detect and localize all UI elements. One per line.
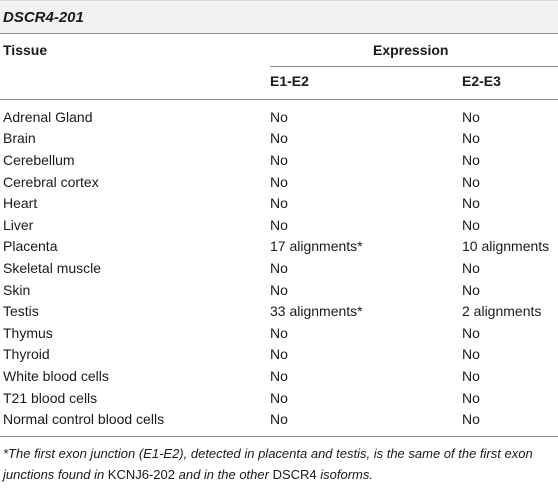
header-expression: Expression <box>373 42 449 58</box>
footnote-part1: *The first exon junction (E1-E2), detect… <box>3 445 533 482</box>
e2-e3-cell: No <box>462 367 480 384</box>
e1-e2-cell: No <box>270 108 288 125</box>
e1-e2-cell: No <box>270 411 288 428</box>
e2-e3-cell: No <box>462 216 480 233</box>
header-tissue: Tissue <box>3 42 48 58</box>
table-row: Liver No No <box>0 214 558 236</box>
e1-e2-cell: No <box>270 346 288 363</box>
e2-e3-cell: No <box>462 151 480 168</box>
e2-e3-cell: No <box>462 281 480 298</box>
table-row: Brain No No <box>0 128 558 150</box>
bottom-divider <box>0 435 558 437</box>
table-row: Skin No No <box>0 279 558 301</box>
tissue-cell: Adrenal Gland <box>3 108 93 125</box>
e1-e2-cell: No <box>270 216 288 233</box>
e2-e3-cell: No <box>462 389 480 406</box>
e2-e3-cell: 2 alignments <box>462 303 542 320</box>
e1-e2-cell: No <box>270 259 288 276</box>
e1-e2-cell: No <box>270 281 288 298</box>
e2-e3-cell: No <box>462 411 480 428</box>
footnote-gene1: KCNJ6-202 <box>107 466 175 482</box>
table-row: Testis 33 alignments* 2 alignments <box>0 300 558 322</box>
e1-e2-cell: No <box>270 389 288 406</box>
tissue-cell: Thyroid <box>3 346 50 363</box>
tissue-cell: Cerebral cortex <box>3 173 99 190</box>
expression-underline <box>270 66 558 67</box>
e1-e2-cell: No <box>270 130 288 147</box>
data-table: Adrenal Gland No No Brain No No Cerebellum No No… <box>0 100 558 430</box>
e1-e2-cell: No <box>270 173 288 190</box>
tissue-cell: Heart <box>3 195 38 212</box>
table-row: White blood cells No No <box>0 365 558 387</box>
header-row-2: E1-E2 E2-E3 <box>0 66 558 100</box>
tissue-cell: Brain <box>3 130 36 147</box>
table-footnote: *The first exon junction (E1-E2), detect… <box>0 437 558 485</box>
table-title: DSCR4-201 <box>0 0 558 33</box>
table-row: Placenta 17 alignments* 10 alignments <box>0 236 558 258</box>
table-row: Normal control blood cells No No <box>0 408 558 430</box>
table-row: T21 blood cells No No <box>0 387 558 409</box>
header-row-1: Tissue Expression <box>0 33 558 67</box>
header-e1-e2: E1-E2 <box>270 73 309 89</box>
tissue-cell: Liver <box>3 216 34 233</box>
tissue-cell: White blood cells <box>3 367 109 384</box>
tissue-cell: Thymus <box>3 324 53 341</box>
e2-e3-cell: No <box>462 346 480 363</box>
tissue-cell: Normal control blood cells <box>3 411 165 428</box>
tissue-cell: Skeletal muscle <box>3 259 102 276</box>
tissue-cell: Testis <box>3 303 39 320</box>
table-row: Thyroid No No <box>0 344 558 366</box>
tissue-cell: T21 blood cells <box>3 389 98 406</box>
e1-e2-cell: No <box>270 324 288 341</box>
e1-e2-cell: No <box>270 367 288 384</box>
e2-e3-cell: No <box>462 173 480 190</box>
footnote-part3: isoforms. <box>316 466 373 482</box>
table-row: Thymus No No <box>0 322 558 344</box>
e1-e2-cell: No <box>270 195 288 212</box>
e2-e3-cell: No <box>462 324 480 341</box>
e1-e2-cell: 33 alignments* <box>270 303 363 320</box>
tissue-cell: Cerebellum <box>3 151 75 168</box>
table-row: Heart No No <box>0 192 558 214</box>
tissue-cell: Placenta <box>3 238 58 255</box>
e2-e3-cell: No <box>462 259 480 276</box>
e2-e3-cell: 10 alignments <box>462 238 550 255</box>
e1-e2-cell: 17 alignments* <box>270 238 363 255</box>
e1-e2-cell: No <box>270 151 288 168</box>
table-row: Cerebral cortex No No <box>0 171 558 193</box>
tissue-cell: Skin <box>3 281 31 298</box>
table-row: Cerebellum No No <box>0 149 558 171</box>
e2-e3-cell: No <box>462 130 480 147</box>
header-e2-e3: E2-E3 <box>462 73 501 89</box>
e2-e3-cell: No <box>462 195 480 212</box>
footnote-gene2: DSCR4 <box>272 466 317 482</box>
e2-e3-cell: No <box>462 108 480 125</box>
table-row: Skeletal muscle No No <box>0 257 558 279</box>
table-row: Adrenal Gland No No <box>0 100 558 128</box>
footnote-part2: and in the other <box>175 466 273 482</box>
